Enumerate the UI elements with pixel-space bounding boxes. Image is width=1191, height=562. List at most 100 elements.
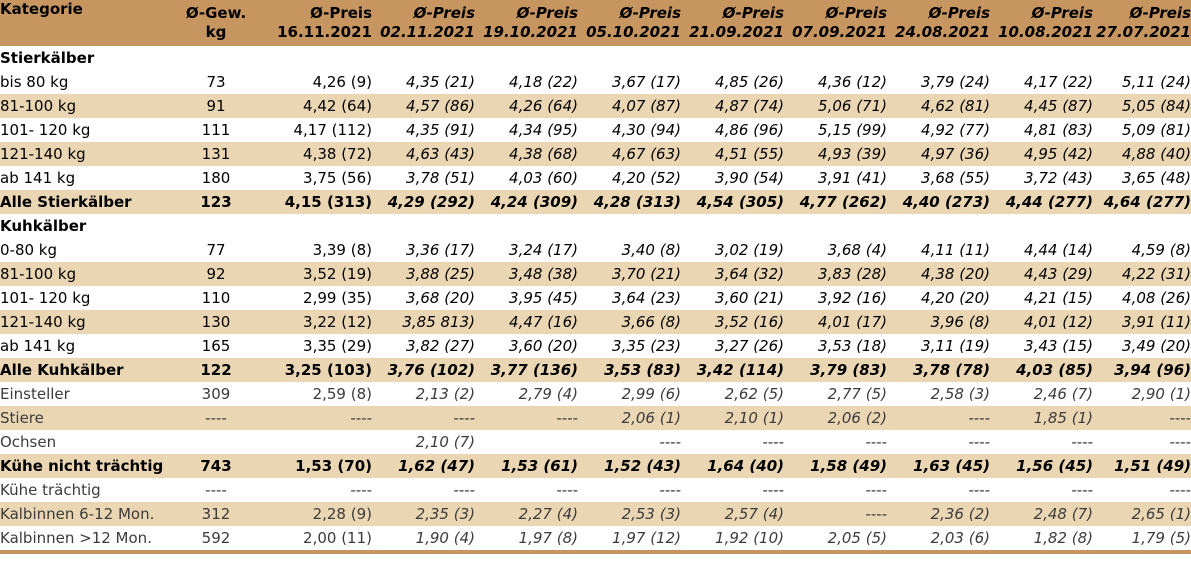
row-label: Kalbinnen >12 Mon. xyxy=(0,526,163,550)
row-weight: 77 xyxy=(163,238,269,262)
price-cell: 3,53 (18) xyxy=(784,334,887,358)
row-weight: ---- xyxy=(163,406,269,430)
price-cell: 4,64 (277) xyxy=(1093,190,1191,214)
price-cell: 4,81 (83) xyxy=(990,118,1093,142)
price-cell: ---- xyxy=(1093,406,1191,430)
price-cell: 2,36 (2) xyxy=(887,502,990,526)
table-body: Stierkälber bis 80 kg 73 4,26 (9) 4,35 (21) 4… xyxy=(0,46,1191,550)
price-cell: 5,15 (99) xyxy=(784,118,887,142)
price-cell: 3,53 (83) xyxy=(578,358,681,382)
price-cell: 3,36 (17) xyxy=(372,238,475,262)
price-cell: 3,52 (16) xyxy=(681,310,784,334)
price-cell: 5,05 (84) xyxy=(1093,94,1191,118)
header-date: 27.07.2021 xyxy=(1096,23,1191,41)
header-weight-line1: Ø-Gew. xyxy=(185,4,247,22)
header-row: Kategorie Ø-Gew. kg Ø-Preis 16.11.2021 Ø-P… xyxy=(0,0,1191,46)
price-cell: 2,57 (4) xyxy=(681,502,784,526)
price-cell: 3,79 (83) xyxy=(784,358,887,382)
row-weight: 92 xyxy=(163,262,269,286)
row-weight: 111 xyxy=(163,118,269,142)
price-cell: 4,35 (21) xyxy=(372,70,475,94)
header-date-col-1: Ø-Preis 16.11.2021 xyxy=(269,0,372,46)
table-row: bis 80 kg 73 4,26 (9) 4,35 (21) 4,18 (22) 3,6… xyxy=(0,70,1191,94)
table-row: ab 141 kg 180 3,75 (56) 3,78 (51) 4,03 (60) 4… xyxy=(0,166,1191,190)
table-row: Kühe trächtig ---- ---- ---- ---- ---- ---- ---… xyxy=(0,478,1191,502)
table-row: Einsteller 309 2,59 (8) 2,13 (2) 2,79 (4) 2,9… xyxy=(0,382,1191,406)
header-price-label: Ø-Preis xyxy=(619,4,681,22)
price-cell: ---- xyxy=(784,430,887,454)
price-cell: 1,63 (45) xyxy=(887,454,990,478)
price-cell: 3,77 (136) xyxy=(475,358,578,382)
price-cell: 4,36 (12) xyxy=(784,70,887,94)
price-cell: 3,48 (38) xyxy=(475,262,578,286)
table-row: 0-80 kg 77 3,39 (8) 3,36 (17) 3,24 (17) 3,40 … xyxy=(0,238,1191,262)
price-cell: 3,35 (29) xyxy=(269,334,372,358)
row-label: 81-100 kg xyxy=(0,262,163,286)
table-row: 81-100 kg 92 3,52 (19) 3,88 (25) 3,48 (38) 3,… xyxy=(0,262,1191,286)
header-date-col-5: Ø-Preis 21.09.2021 xyxy=(681,0,784,46)
price-cell: 3,60 (20) xyxy=(475,334,578,358)
price-cell: 4,24 (309) xyxy=(475,190,578,214)
price-cell: 4,11 (11) xyxy=(887,238,990,262)
price-cell: 4,57 (86) xyxy=(372,94,475,118)
header-price-label: Ø-Preis xyxy=(1031,4,1093,22)
price-cell: 3,66 (8) xyxy=(578,310,681,334)
header-weight-line2: kg xyxy=(205,23,227,41)
row-label: ab 141 kg xyxy=(0,334,163,358)
row-label: Ochsen xyxy=(0,430,163,454)
price-cell: 4,15 (313) xyxy=(269,190,372,214)
price-cell: 3,95 (45) xyxy=(475,286,578,310)
price-cell: 3,02 (19) xyxy=(681,238,784,262)
price-cell: 1,97 (12) xyxy=(578,526,681,550)
price-cell: 2,06 (1) xyxy=(578,406,681,430)
header-date: 16.11.2021 xyxy=(277,23,372,41)
header-date: 07.09.2021 xyxy=(792,23,887,41)
total-row: Alle Kuhkälber 122 3,25 (103) 3,76 (102) 3,7… xyxy=(0,358,1191,382)
price-cell: 4,95 (42) xyxy=(990,142,1093,166)
price-cell: 1,82 (8) xyxy=(990,526,1093,550)
row-label: Kühe nicht trächtig xyxy=(0,454,163,478)
header-date: 21.09.2021 xyxy=(689,23,784,41)
price-cell: 4,38 (72) xyxy=(269,142,372,166)
price-cell: ---- xyxy=(269,478,372,502)
price-cell: 3,24 (17) xyxy=(475,238,578,262)
header-price-label: Ø-Preis xyxy=(413,4,475,22)
price-cell: 3,11 (19) xyxy=(887,334,990,358)
price-cell: 4,26 (64) xyxy=(475,94,578,118)
price-cell: ---- xyxy=(475,406,578,430)
price-cell: 4,26 (9) xyxy=(269,70,372,94)
price-cell: 3,64 (32) xyxy=(681,262,784,286)
price-cell: 3,40 (8) xyxy=(578,238,681,262)
price-cell: 3,75 (56) xyxy=(269,166,372,190)
price-cell: 1,92 (10) xyxy=(681,526,784,550)
price-cell: 2,10 (7) xyxy=(372,430,475,454)
row-weight: 180 xyxy=(163,166,269,190)
price-cell: 3,88 (25) xyxy=(372,262,475,286)
price-cell: 3,96 (8) xyxy=(887,310,990,334)
price-cell: ---- xyxy=(887,406,990,430)
row-weight: 165 xyxy=(163,334,269,358)
price-cell: 1,58 (49) xyxy=(784,454,887,478)
table-row: Kalbinnen 6-12 Mon. 312 2,28 (9) 2,35 (3) 2,… xyxy=(0,502,1191,526)
price-cell: 4,63 (43) xyxy=(372,142,475,166)
price-cell: 4,40 (273) xyxy=(887,190,990,214)
table-row: Stiere ---- ---- ---- ---- 2,06 (1) 2,10 (1) 2,… xyxy=(0,406,1191,430)
price-cell: 4,43 (29) xyxy=(990,262,1093,286)
price-cell: 1,53 (61) xyxy=(475,454,578,478)
price-cell: 4,93 (39) xyxy=(784,142,887,166)
price-cell: 4,97 (36) xyxy=(887,142,990,166)
header-date-col-4: Ø-Preis 05.10.2021 xyxy=(578,0,681,46)
table-row: 101- 120 kg 110 2,99 (35) 3,68 (20) 3,95 (45… xyxy=(0,286,1191,310)
price-cell: 4,20 (20) xyxy=(887,286,990,310)
price-cell: 4,42 (64) xyxy=(269,94,372,118)
header-price-label: Ø-Preis xyxy=(310,4,372,22)
price-cell: 2,48 (7) xyxy=(990,502,1093,526)
header-date: 05.10.2021 xyxy=(586,23,681,41)
row-weight: 592 xyxy=(163,526,269,550)
price-cell: 4,01 (12) xyxy=(990,310,1093,334)
header-date-col-7: Ø-Preis 24.08.2021 xyxy=(887,0,990,46)
price-cell: 3,70 (21) xyxy=(578,262,681,286)
price-cell: 4,44 (14) xyxy=(990,238,1093,262)
price-cell: 2,77 (5) xyxy=(784,382,887,406)
price-cell: 4,87 (74) xyxy=(681,94,784,118)
